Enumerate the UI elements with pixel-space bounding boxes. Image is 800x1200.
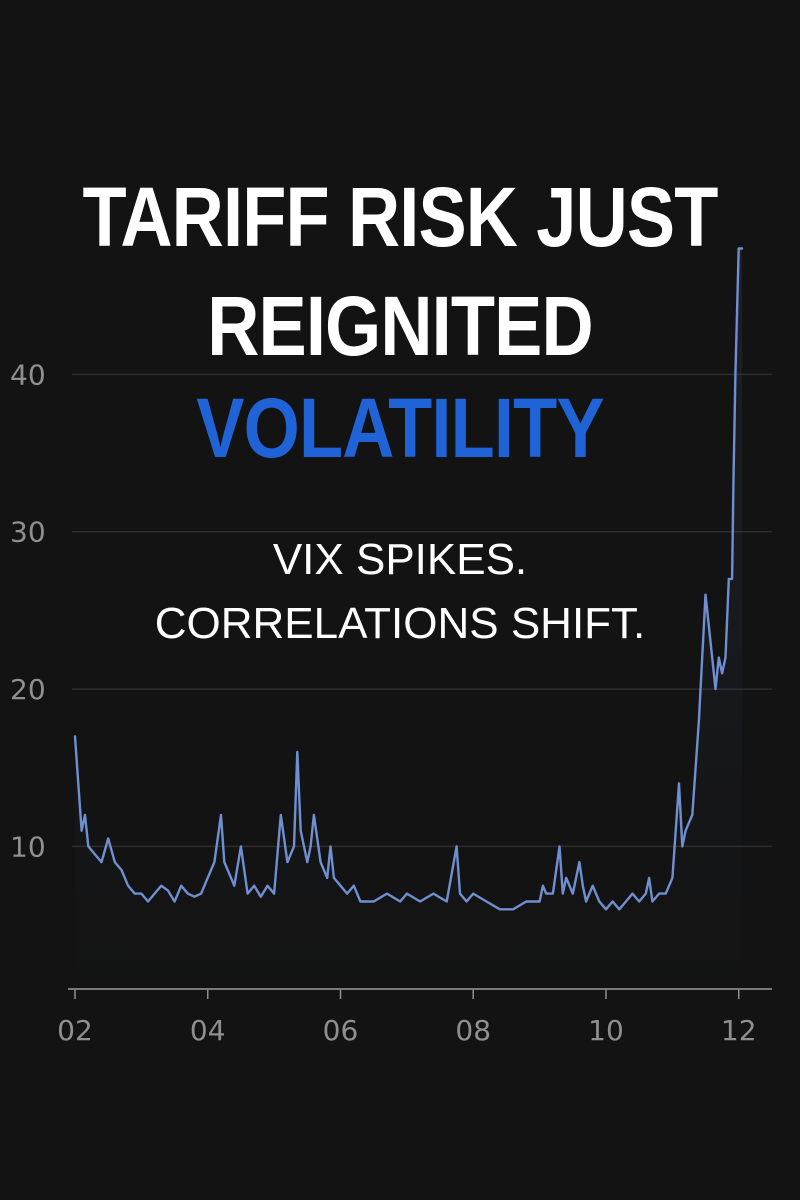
subheadline-line-2: CORRELATIONS SHIFT. xyxy=(154,599,646,648)
x-tick-label: 08 xyxy=(455,1014,491,1047)
subheadline-line-1: VIX SPIKES. xyxy=(272,535,528,584)
headline-line-1: TARIFF RISK JUST xyxy=(82,170,718,264)
grid-lines xyxy=(72,373,772,848)
series-area xyxy=(75,248,742,988)
y-axis-labels: 10 20 30 40 xyxy=(10,358,46,863)
x-tick-label: 10 xyxy=(588,1014,624,1047)
y-tick-label: 20 xyxy=(10,673,46,706)
x-tick-label: 04 xyxy=(190,1014,226,1047)
headline-line-3-accent: VOLATILITY xyxy=(196,381,604,475)
x-axis-labels: 02 04 06 08 10 12 xyxy=(57,989,757,1047)
y-tick-label: 30 xyxy=(10,516,46,549)
x-tick-label: 12 xyxy=(721,1014,757,1047)
x-tick-label: 06 xyxy=(323,1014,359,1047)
y-tick-label: 10 xyxy=(10,830,46,863)
headline-line-2: REIGNITED xyxy=(207,279,593,373)
y-tick-label: 40 xyxy=(10,358,46,391)
series-line xyxy=(73,247,744,911)
x-tick-label: 02 xyxy=(57,1014,93,1047)
